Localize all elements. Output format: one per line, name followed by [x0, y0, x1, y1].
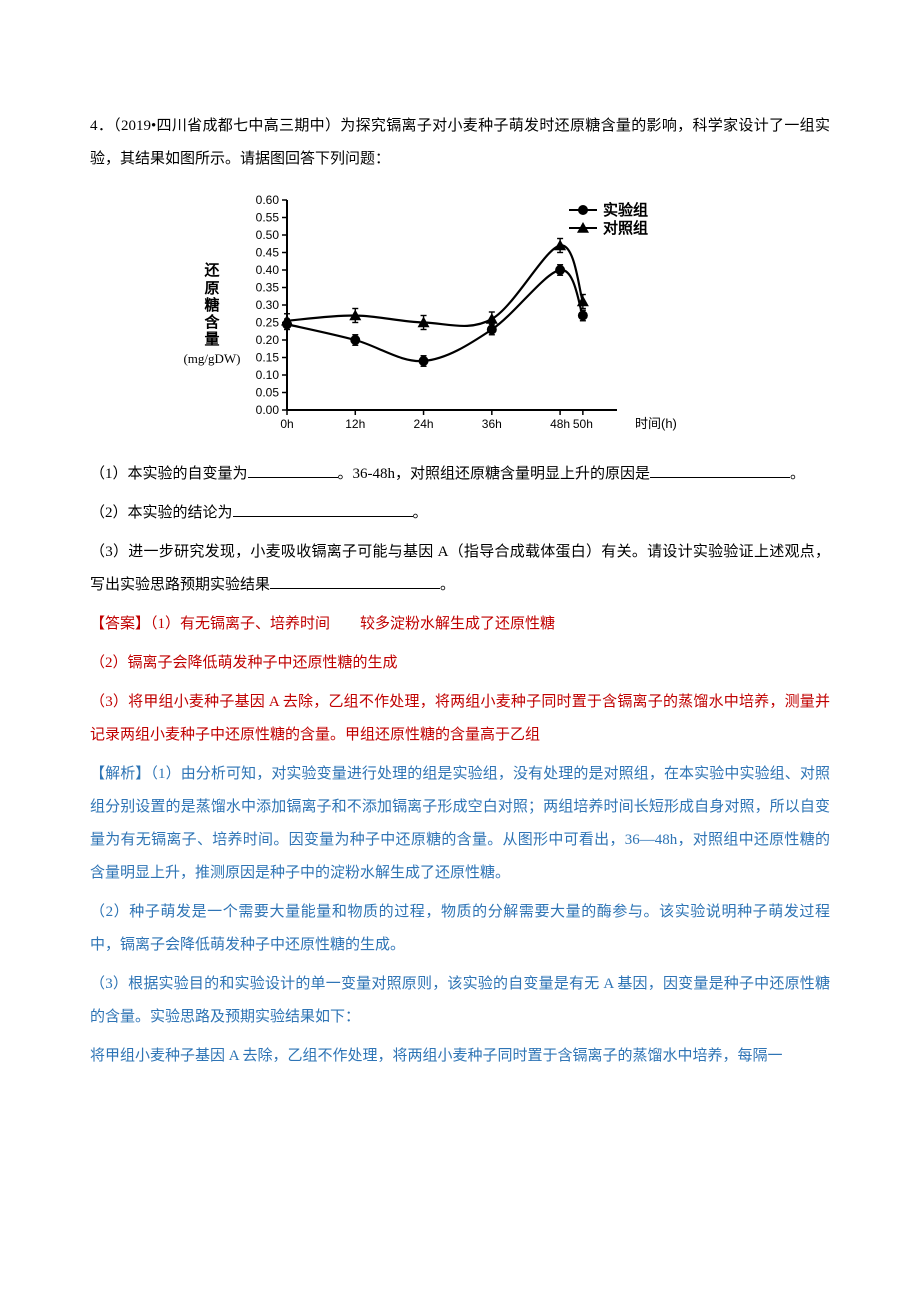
q3-prefix: （3）进一步研究发现，小麦吸收镉离子可能与基因 A（指导合成载体蛋白）有关。请设… — [90, 544, 830, 593]
q1-suffix: 。 — [790, 466, 805, 482]
answer-1: （1）有无镉离子、培养时间 较多淀粉水解生成了还原性糖 — [150, 616, 555, 632]
svg-text:0.05: 0.05 — [255, 386, 279, 400]
line-chart: 0.00 0.05 0.10 0.15 0.20 0.25 0.30 0.35 0.40 0.45… — [241, 190, 737, 440]
svg-text:48h: 48h — [550, 417, 570, 431]
analysis-p3: （3）根据实验目的和实验设计的单一变量对照原则，该实验的自变量是有无 A 基因，… — [90, 968, 830, 1034]
analysis-label: 【解析】 — [90, 766, 150, 782]
svg-text:0.15: 0.15 — [255, 351, 279, 365]
svg-text:0.50: 0.50 — [255, 228, 279, 242]
svg-text:0.10: 0.10 — [255, 368, 279, 382]
svg-text:0.00: 0.00 — [255, 403, 279, 417]
svg-text:时间(h): 时间(h) — [635, 416, 677, 431]
svg-text:0h: 0h — [280, 417, 293, 431]
svg-text:36h: 36h — [481, 417, 501, 431]
analysis-p4: 将甲组小麦种子基因 A 去除，乙组不作处理，将两组小麦种子同时置于含镉离子的蒸馏… — [90, 1040, 830, 1073]
svg-text:0.20: 0.20 — [255, 333, 279, 347]
svg-text:0.25: 0.25 — [255, 316, 279, 330]
answer-3: （3）将甲组小麦种子基因 A 去除，乙组不作处理，将两组小麦种子同时置于含镉离子… — [90, 686, 830, 752]
blank-1 — [248, 462, 338, 479]
svg-text:实验组: 实验组 — [603, 201, 648, 219]
svg-text:0.30: 0.30 — [255, 298, 279, 312]
answer-block: 【答案】（1）有无镉离子、培养时间 较多淀粉水解生成了还原性糖 （2）镉离子会降… — [90, 608, 830, 752]
y-label-char: 量 — [183, 332, 240, 349]
y-axis-unit: (mg/gDW) — [183, 352, 240, 367]
q1-mid: 。36-48h，对照组还原糖含量明显上升的原因是 — [338, 466, 651, 482]
answer-label: 【答案】 — [90, 616, 150, 632]
answer-2: （2）镉离子会降低萌发种子中还原性糖的生成 — [90, 647, 830, 680]
svg-text:0.35: 0.35 — [255, 281, 279, 295]
svg-text:50h: 50h — [572, 417, 592, 431]
y-label-char: 还 — [183, 263, 240, 280]
blank-2 — [650, 462, 790, 479]
y-axis-label: 还原糖含量 (mg/gDW) — [183, 263, 240, 366]
y-label-char: 糖 — [183, 298, 240, 315]
question-stem: 4．（2019•四川省成都七中高三期中）为探究镉离子对小麦种子萌发时还原糖含量的… — [90, 110, 830, 176]
question-2: （2）本实验的结论为 。 — [90, 497, 830, 530]
svg-text:12h: 12h — [345, 417, 365, 431]
svg-text:24h: 24h — [413, 417, 433, 431]
blank-4 — [270, 573, 440, 590]
svg-text:0.40: 0.40 — [255, 263, 279, 277]
q3-suffix: 。 — [440, 577, 455, 593]
q-number: 4． — [90, 118, 113, 134]
y-label-char: 原 — [183, 281, 240, 298]
blank-3 — [233, 501, 413, 518]
svg-text:0.55: 0.55 — [255, 211, 279, 225]
question-3: （3）进一步研究发现，小麦吸收镉离子可能与基因 A（指导合成载体蛋白）有关。请设… — [90, 536, 830, 602]
y-label-char: 含 — [183, 315, 240, 332]
question-1: （1）本实验的自变量为 。36-48h，对照组还原糖含量明显上升的原因是 。 — [90, 458, 830, 491]
svg-text:0.45: 0.45 — [255, 246, 279, 260]
svg-text:对照组: 对照组 — [603, 219, 648, 237]
q2-suffix: 。 — [413, 505, 428, 521]
chart-container: 还原糖含量 (mg/gDW) 0.000.050.100.150.200.250… — [90, 190, 830, 440]
analysis-p2: （2）种子萌发是一个需要大量能量和物质的过程，物质的分解需要大量的酶参与。该实验… — [90, 896, 830, 962]
q-source: （2019•四川省成都七中高三期中） — [113, 118, 340, 134]
q1-prefix: （1）本实验的自变量为 — [90, 466, 248, 482]
q2-prefix: （2）本实验的结论为 — [90, 505, 233, 521]
svg-text:0.60: 0.60 — [255, 193, 279, 207]
analysis-p1: （1）由分析可知，对实验变量进行处理的组是实验组，没有处理的是对照组，在本实验中… — [90, 766, 830, 881]
analysis-block: 【解析】（1）由分析可知，对实验变量进行处理的组是实验组，没有处理的是对照组，在… — [90, 758, 830, 1073]
